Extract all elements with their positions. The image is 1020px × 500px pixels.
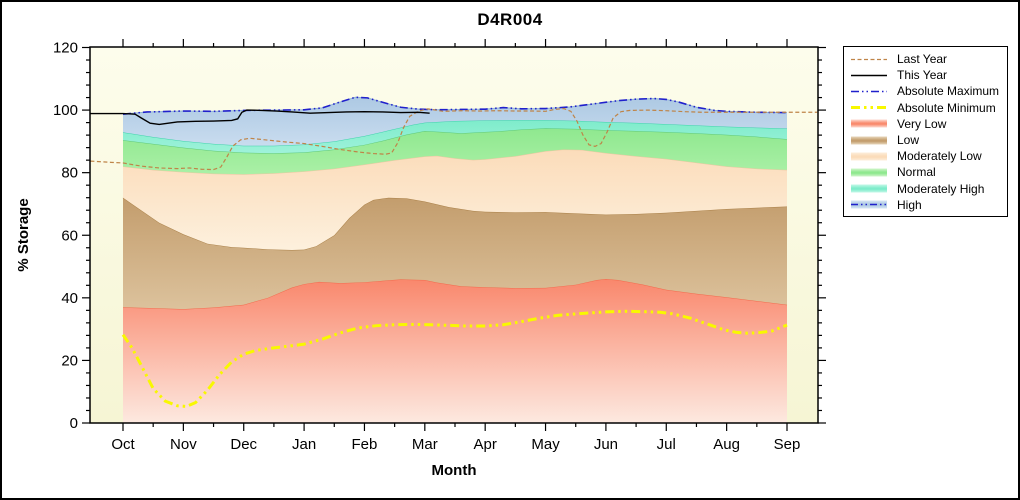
- x-tick-label: Mar: [412, 436, 438, 453]
- x-axis-title: Month: [431, 462, 477, 479]
- x-tick-label: Jan: [292, 436, 316, 453]
- legend-item-absolute-maximum: Absolute Maximum: [850, 83, 1007, 99]
- band-high: [123, 97, 787, 146]
- legend-label: Absolute Minimum: [897, 100, 996, 115]
- legend-swatch-icon: [851, 152, 887, 161]
- band-edge-very-low: [122, 278, 788, 310]
- plot-border: [89, 46, 819, 424]
- legend-item-this-year: This Year: [850, 67, 1007, 83]
- legend-label: High: [897, 197, 922, 212]
- x-tick-label: Jul: [657, 436, 676, 453]
- x-tick-label: Jun: [594, 436, 618, 453]
- line-absolute-minimum: [121, 309, 788, 408]
- y-tick-label: 20: [61, 352, 78, 369]
- line-last-year: [90, 107, 818, 171]
- line-absolute-maximum: [122, 96, 788, 115]
- legend-item-normal: Normal: [850, 164, 1007, 180]
- legend-swatch-icon: [851, 119, 887, 128]
- y-tick-label: 40: [61, 290, 78, 307]
- y-tick-label: 0: [70, 415, 78, 432]
- x-tick-label: Oct: [111, 436, 135, 453]
- y-tick-label: 60: [61, 227, 78, 244]
- legend-item-low: Low: [850, 132, 1007, 148]
- legend-swatch-icon: [851, 168, 887, 177]
- legend-item-very-low: Very Low: [850, 116, 1007, 132]
- legend-label: Normal: [897, 165, 936, 180]
- legend-swatch-icon: [851, 58, 887, 60]
- band-moderately-high: [123, 120, 787, 154]
- legend-item-moderately-high: Moderately High: [850, 181, 1007, 197]
- x-tick-label: Feb: [352, 436, 378, 453]
- legend-item-moderately-low: Moderately Low: [850, 148, 1007, 164]
- y-axis-title: % Storage: [15, 198, 32, 272]
- legend-label: Very Low: [897, 116, 947, 131]
- legend-label: Last Year: [897, 52, 948, 67]
- band-normal: [123, 128, 787, 175]
- band-moderately-low: [123, 149, 787, 250]
- x-tick-label: Dec: [230, 436, 257, 453]
- y-tick-label: 120: [53, 40, 78, 57]
- y-tick-label: 80: [61, 165, 78, 182]
- legend-label: This Year: [897, 68, 948, 83]
- legend-label: Moderately Low: [897, 149, 982, 164]
- legend-swatch-icon: [851, 74, 887, 76]
- x-tick-label: Nov: [170, 436, 197, 453]
- legend-label: Moderately High: [897, 181, 985, 196]
- x-tick-label: May: [531, 436, 560, 453]
- legend-swatch-icon: [851, 184, 887, 193]
- legend-item-high: High: [850, 197, 1007, 213]
- x-tick-label: Aug: [713, 436, 740, 453]
- legend-item-absolute-minimum: Absolute Minimum: [850, 100, 1007, 116]
- chart-title: D4R004: [477, 10, 543, 29]
- legend-swatch-icon: [851, 200, 887, 209]
- legend-item-last-year: Last Year: [850, 51, 1007, 67]
- x-tick-label: Apr: [474, 436, 497, 453]
- legend-swatch-icon: [851, 90, 887, 93]
- line-this-year: [90, 109, 430, 126]
- legend-swatch-icon: [851, 136, 887, 145]
- legend-label: Low: [897, 133, 920, 148]
- legend: Last Year This Year Absolute Maximum Absolu…: [843, 46, 1008, 217]
- y-tick-label: 100: [53, 102, 78, 119]
- legend-label: Absolute Maximum: [897, 84, 1000, 99]
- axis-labels: 0 20 40 60 80 100 120 Oct Nov Dec Jan Feb Mar Apr May J…: [53, 40, 800, 454]
- legend-swatch-icon: [851, 106, 887, 110]
- band-very-low: [123, 279, 787, 423]
- band-low: [123, 197, 787, 310]
- x-tick-label: Sep: [774, 436, 801, 453]
